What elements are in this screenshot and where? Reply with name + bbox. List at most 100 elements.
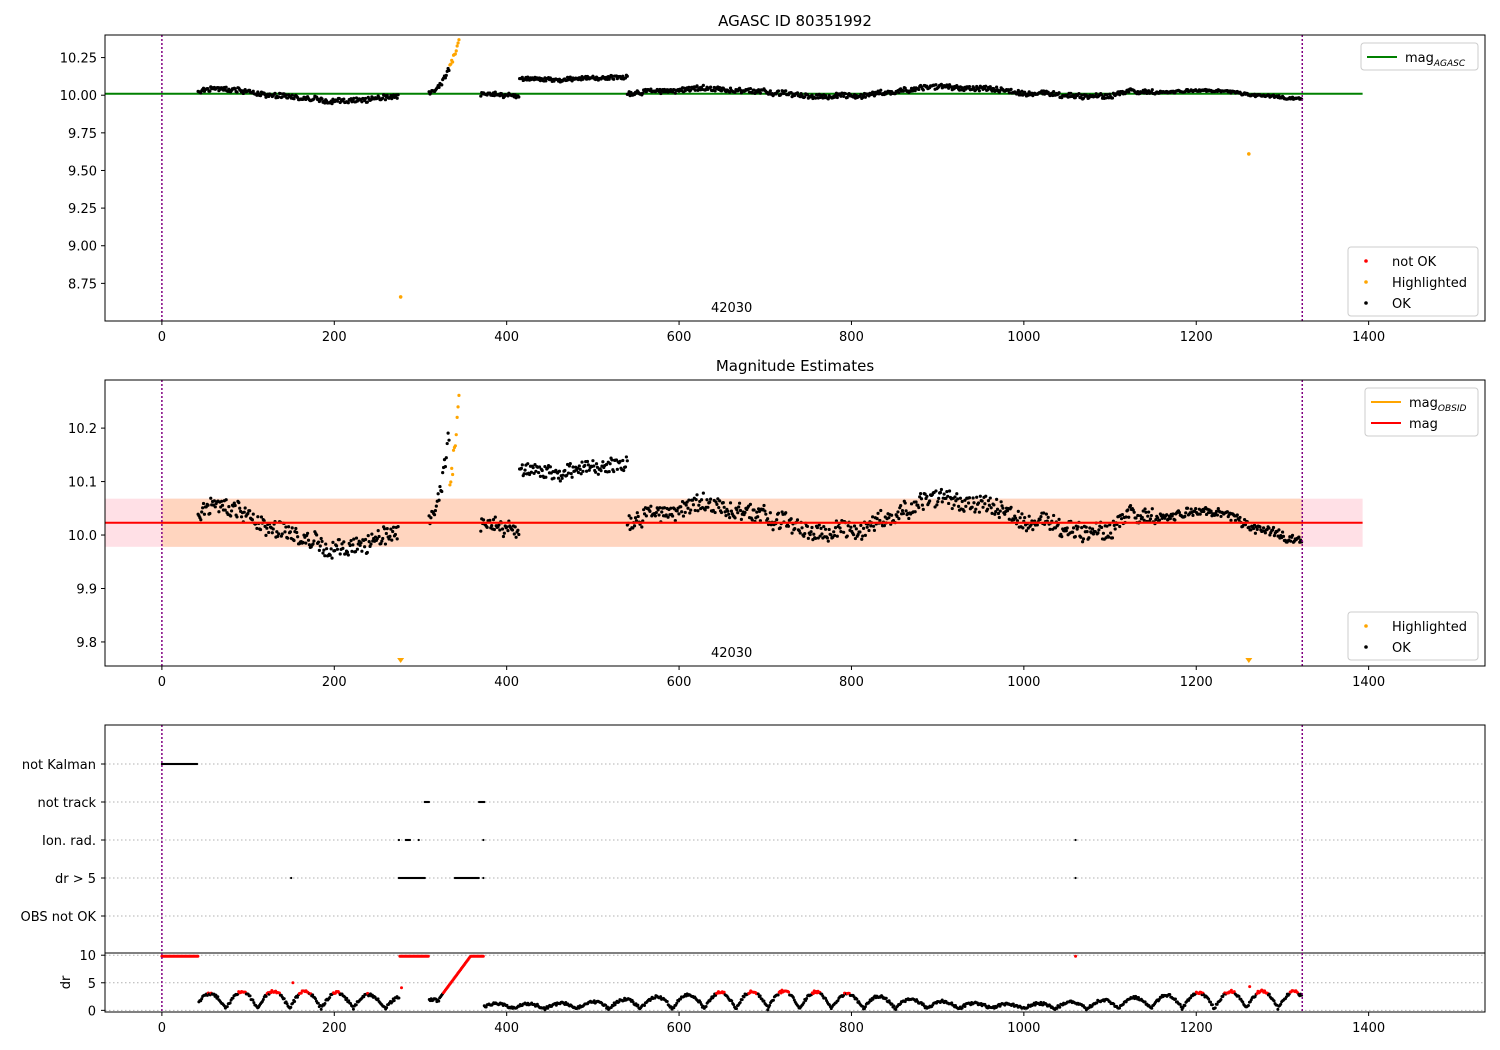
ok-point <box>1119 517 1124 521</box>
ok-point <box>1215 513 1220 517</box>
ok-point <box>853 536 858 541</box>
ok-point <box>928 499 932 503</box>
ok-point <box>220 499 224 503</box>
ok-point <box>814 536 818 540</box>
panel-magnitude-estimates: Magnitude Estimates 0 200 400 600 800 1000 1200… <box>68 357 1486 690</box>
ok-point <box>921 507 925 511</box>
ok-point <box>1110 536 1115 540</box>
ok-point <box>497 523 501 527</box>
ok-point <box>1073 535 1077 539</box>
ok-point <box>537 465 542 469</box>
ok-point <box>199 518 203 522</box>
ok-point <box>1237 518 1241 522</box>
ok-point <box>920 503 924 507</box>
ok-point <box>1076 525 1080 529</box>
ok-point <box>510 528 515 532</box>
ok-point <box>887 516 891 520</box>
ok-point <box>1127 515 1131 519</box>
ok-point <box>947 501 951 506</box>
ok-point <box>345 550 350 554</box>
x-tick-label: 0 <box>158 675 166 690</box>
ok-point <box>384 531 388 536</box>
ok-point <box>325 547 329 551</box>
flag-point <box>290 876 293 880</box>
ok-point <box>517 95 521 99</box>
y-tick-label: 10.0 <box>68 529 97 544</box>
ok-point <box>437 85 441 89</box>
ok-point <box>819 526 823 530</box>
dr-point <box>738 1000 742 1004</box>
highlighted-point <box>398 295 403 299</box>
ok-point <box>388 534 392 538</box>
ok-point <box>914 500 918 504</box>
ok-point <box>531 466 535 470</box>
ok-point <box>714 500 718 504</box>
ok-point <box>1271 525 1276 530</box>
ok-point <box>675 509 679 513</box>
ok-point <box>1093 530 1097 534</box>
ok-point <box>958 496 963 500</box>
ok-point <box>863 95 867 99</box>
ok-point <box>879 508 883 513</box>
x-tick-label: 1200 <box>1180 330 1213 345</box>
ok-point <box>1039 515 1043 519</box>
ok-point <box>301 540 305 545</box>
ok-point <box>709 497 713 501</box>
axes-frame <box>104 724 1486 1013</box>
ok-point <box>1108 523 1112 527</box>
ok-point <box>925 494 929 498</box>
ok-point <box>724 514 728 518</box>
ok-point <box>395 96 399 100</box>
ok-point <box>276 534 280 538</box>
ok-point <box>1150 507 1154 511</box>
ok-point <box>565 473 569 478</box>
ok-point <box>1184 511 1188 515</box>
ok-point <box>322 548 326 552</box>
ok-point <box>615 467 619 471</box>
ok-point <box>923 492 927 496</box>
ok-point <box>680 510 684 514</box>
ok-point <box>1157 518 1162 522</box>
ok-point <box>947 489 952 493</box>
dr-point <box>554 1003 558 1007</box>
ok-point <box>1048 527 1052 531</box>
ok-point <box>1085 530 1089 534</box>
ok-point <box>1009 87 1013 91</box>
x-tick-label: 1000 <box>1007 330 1040 345</box>
ok-point <box>748 86 753 91</box>
ok-point <box>376 529 380 533</box>
ok-point <box>201 501 206 506</box>
ok-point <box>256 515 260 519</box>
ok-point <box>736 511 740 515</box>
ok-point <box>1225 510 1229 514</box>
ok-point <box>972 501 976 505</box>
ok-point <box>798 531 802 535</box>
ok-point <box>805 524 810 529</box>
ok-point <box>575 466 580 470</box>
ok-point <box>907 516 911 521</box>
ok-point <box>369 542 373 546</box>
ok-point <box>292 97 296 101</box>
ok-point <box>383 542 388 546</box>
ok-point <box>556 476 561 480</box>
ok-point <box>284 525 288 529</box>
ok-point <box>688 511 692 515</box>
ok-point <box>1073 96 1077 100</box>
ok-point <box>229 509 234 513</box>
ok-point <box>596 472 600 476</box>
ok-point <box>762 503 766 508</box>
highlighted-point <box>457 393 461 397</box>
ok-point <box>750 91 754 95</box>
ok-point <box>1018 516 1022 520</box>
ok-point <box>264 533 268 538</box>
ok-point <box>1263 531 1267 535</box>
ok-point <box>653 514 658 518</box>
ok-point <box>660 510 664 514</box>
ok-point <box>726 509 730 513</box>
dr-flagged-point <box>1074 954 1078 958</box>
ok-point <box>432 513 437 517</box>
dr-flagged-point <box>291 981 295 985</box>
ok-point <box>998 509 1002 513</box>
ok-point <box>517 532 521 537</box>
ok-point <box>587 468 591 472</box>
